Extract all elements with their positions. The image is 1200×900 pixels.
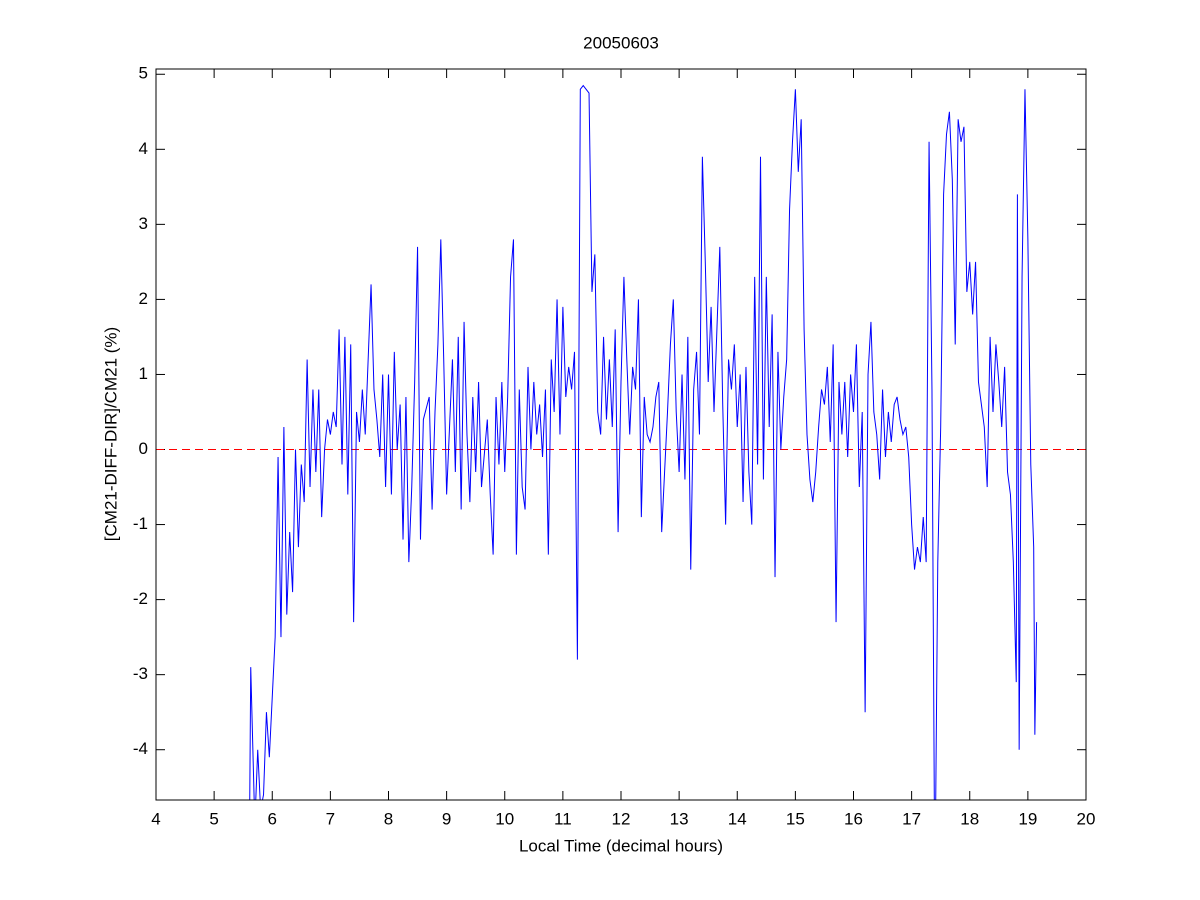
y-tick-label: 2: [139, 289, 148, 308]
x-tick-label: 15: [786, 809, 805, 828]
y-tick-label: 0: [139, 439, 148, 458]
x-tick-label: 14: [728, 809, 747, 828]
x-tick-label: 20: [1077, 809, 1096, 828]
x-tick-label: 19: [1018, 809, 1037, 828]
x-tick-label: 5: [209, 809, 218, 828]
y-tick-label: 5: [139, 64, 148, 83]
x-tick-label: 17: [902, 809, 921, 828]
chart-title: 20050603: [583, 33, 659, 52]
x-tick-label: 6: [268, 809, 277, 828]
x-tick-label: 10: [495, 809, 514, 828]
x-tick-label: 11: [554, 809, 572, 828]
plot-frame: [155, 68, 1087, 801]
y-tick-label: 3: [139, 214, 148, 233]
x-tick-label: 4: [151, 809, 160, 828]
y-tick-label: -1: [133, 514, 148, 533]
x-tick-label: 7: [326, 809, 335, 828]
x-tick-label: 8: [384, 809, 393, 828]
y-tick-label: -3: [133, 664, 148, 683]
y-tick-label: 4: [139, 139, 148, 158]
y-tick-label: 1: [139, 364, 148, 383]
x-tick-label: 9: [442, 809, 451, 828]
x-tick-label: 18: [960, 809, 979, 828]
y-tick-label: -2: [133, 589, 148, 608]
x-tick-label: 13: [670, 809, 689, 828]
x-tick-label: 16: [844, 809, 863, 828]
y-tick-label: -4: [133, 739, 148, 758]
y-axis-label: [CM21-DIFF-DIR]/CM21 (%): [101, 327, 120, 541]
x-axis-label: Local Time (decimal hours): [519, 836, 723, 855]
x-tick-label: 12: [612, 809, 631, 828]
data-line: [249, 84, 1038, 800]
